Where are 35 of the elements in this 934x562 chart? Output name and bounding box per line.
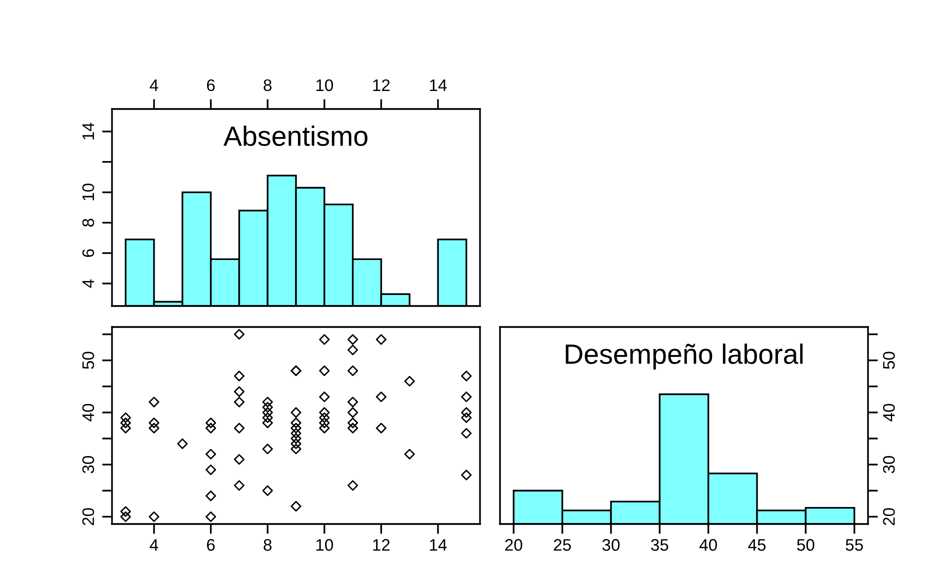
y-tick-label: 20 bbox=[883, 508, 895, 526]
x-tick-label: 14 bbox=[430, 539, 447, 551]
text: Desempeño laboral bbox=[566, 344, 803, 370]
y-tick-label: 50 bbox=[883, 352, 895, 369]
y-tick-label: 30 bbox=[883, 456, 895, 474]
x-tick-label: 4 bbox=[150, 79, 158, 91]
x-tick-label: 50 bbox=[797, 539, 814, 551]
y-tick-label: 20 bbox=[82, 508, 94, 526]
y-tick-label: 50 bbox=[82, 352, 94, 369]
x-tick-label: 12 bbox=[373, 539, 390, 551]
y-tick-label: 6 bbox=[82, 249, 94, 257]
y-tick-label: 10 bbox=[82, 184, 94, 200]
y-tick-label: 30 bbox=[82, 456, 94, 474]
x-tick-label: 6 bbox=[207, 539, 215, 551]
x-tick-label: 40 bbox=[699, 539, 717, 551]
y-tick-label: 4 bbox=[82, 279, 94, 288]
x-tick-label: 20 bbox=[505, 539, 522, 551]
y-tick-label: 40 bbox=[883, 404, 895, 422]
chart-title: Absentismo bbox=[223, 126, 368, 146]
x-tick-label: 10 bbox=[316, 79, 334, 92]
x-tick-label: 35 bbox=[651, 539, 668, 551]
x-tick-label: 14 bbox=[430, 79, 447, 91]
y-tick-label: 14 bbox=[82, 122, 94, 140]
y-tick-label: 40 bbox=[82, 404, 94, 422]
y-tick-label: 8 bbox=[82, 218, 94, 227]
x-tick-label: 12 bbox=[373, 79, 390, 91]
x-tick-label: 45 bbox=[748, 539, 766, 551]
x-tick-label: 6 bbox=[207, 79, 215, 92]
x-tick-label: 4 bbox=[150, 539, 158, 551]
x-tick-label: 10 bbox=[316, 539, 334, 551]
x-tick-label: 55 bbox=[846, 539, 863, 551]
x-tick-label: 8 bbox=[264, 539, 272, 551]
x-tick-label: 8 bbox=[264, 79, 272, 92]
x-tick-label: 25 bbox=[554, 539, 571, 551]
x-tick-label: 30 bbox=[602, 539, 620, 551]
